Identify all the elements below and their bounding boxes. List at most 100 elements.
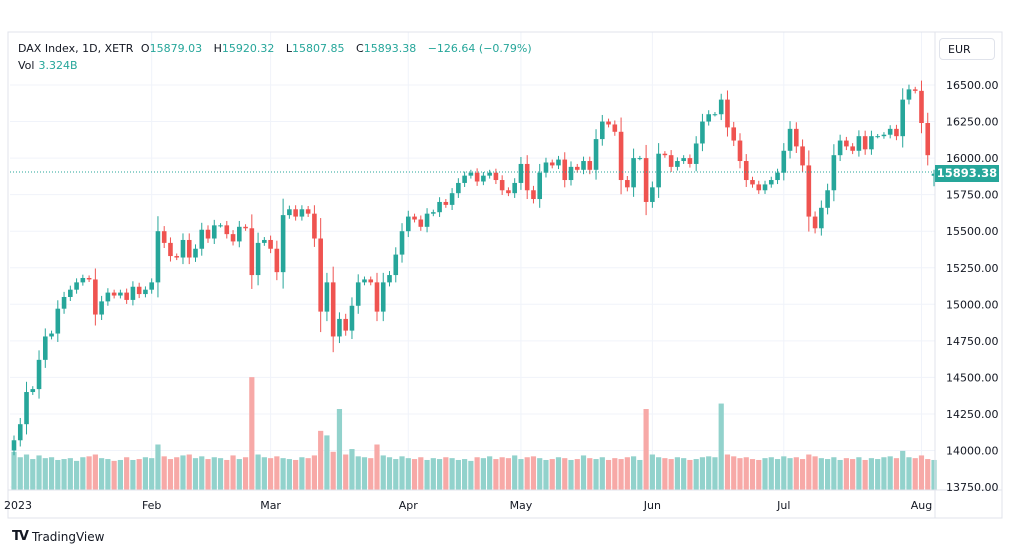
candle-body	[405, 216, 411, 232]
candle-body	[800, 146, 805, 166]
open-value: 15879.03	[149, 42, 203, 55]
candle-body	[305, 209, 311, 214]
candle-body	[599, 121, 605, 140]
price-tick-label: 14250.00	[946, 408, 999, 421]
volume-bar	[787, 458, 793, 490]
candle-body	[481, 175, 486, 182]
volume-bar	[330, 451, 336, 490]
candle-body	[693, 143, 699, 164]
volume-bar	[530, 456, 537, 490]
volume-bar	[67, 458, 73, 490]
volume-label: Vol	[18, 59, 35, 72]
volume-bar	[211, 457, 217, 490]
volume-bar	[706, 456, 712, 490]
volume-bar	[73, 460, 80, 490]
volume-bar	[180, 455, 186, 490]
candle-body	[418, 219, 424, 227]
candle-body	[380, 282, 386, 312]
volume-bar	[474, 457, 480, 490]
volume-bar	[862, 459, 868, 490]
grid	[10, 32, 935, 490]
candle-body	[431, 212, 436, 214]
high-value: 15920.32	[221, 42, 275, 55]
volume-bar	[236, 459, 242, 490]
candle-body	[794, 128, 799, 147]
volume-bar	[906, 457, 912, 490]
symbol-title[interactable]: DAX Index, 1D, XETR	[18, 42, 134, 55]
candle-body	[687, 158, 693, 164]
volume-bar	[280, 458, 286, 490]
candle-body	[443, 201, 449, 205]
candle-body	[255, 242, 261, 276]
candle-body	[193, 248, 198, 258]
price-tick-label: 14500.00	[946, 371, 999, 384]
candle-body	[293, 209, 298, 217]
candle-body	[437, 201, 442, 213]
change-value: −126.64 (−0.79%)	[427, 42, 532, 55]
volume-bar	[881, 457, 887, 490]
volume-bar	[774, 459, 781, 490]
price-tick-label: 14750.00	[946, 335, 999, 348]
candle-body	[474, 172, 480, 182]
volume-bar	[925, 459, 931, 490]
volume-bar	[499, 457, 505, 490]
price-tick-label: 15500.00	[946, 225, 999, 238]
volume-bar	[436, 459, 443, 490]
candle-body	[343, 318, 349, 331]
volume-bar	[36, 455, 42, 490]
volume-bar	[731, 456, 737, 490]
candle-body	[93, 279, 98, 315]
volume-bar	[781, 456, 787, 490]
volume-bar	[161, 456, 167, 490]
price-axis[interactable]: 16500.00 16250.00 16000.00 15750.00 15500.00…	[946, 79, 999, 494]
candle-body	[681, 158, 686, 162]
volume-bar	[593, 459, 599, 490]
volume-bar	[856, 457, 862, 490]
volume-bar	[249, 377, 255, 490]
currency-button[interactable]: EUR	[939, 38, 995, 60]
volume-bar	[493, 459, 499, 490]
volume-bar	[643, 409, 649, 490]
candle-body	[493, 172, 499, 181]
candle-body	[750, 180, 755, 185]
volume-bar	[305, 458, 311, 490]
candle-body	[180, 239, 186, 258]
candle-body	[668, 155, 674, 167]
candle-body	[99, 301, 104, 315]
volume-bars	[11, 377, 937, 490]
price-tick-label: 15250.00	[946, 262, 999, 275]
candle-body	[218, 225, 223, 227]
volume-bar	[274, 456, 280, 490]
time-tick-label: Feb	[142, 499, 161, 512]
volume-bar	[793, 457, 799, 490]
volume-bar	[30, 459, 36, 490]
volume-bar	[124, 457, 130, 490]
volume-bar	[155, 444, 161, 490]
volume-bar	[311, 455, 318, 490]
tradingview-brand[interactable]: TV TradingView	[12, 529, 104, 544]
candle-body	[61, 296, 67, 309]
candle-body	[543, 162, 549, 173]
candle-body	[862, 136, 868, 150]
volume-bar	[105, 459, 111, 490]
volume-bar	[549, 459, 555, 490]
candle-body	[662, 153, 668, 156]
candle-body	[449, 193, 455, 205]
candle-body	[900, 99, 906, 137]
candle-body	[368, 279, 374, 283]
volume-bar	[681, 458, 687, 490]
candle-body	[262, 239, 267, 243]
candle-body	[837, 140, 843, 156]
volume-bar	[868, 458, 875, 490]
candle-body	[143, 289, 148, 295]
candle-body	[149, 282, 154, 290]
close-value: 15893.38	[363, 42, 417, 55]
candle-body	[706, 114, 711, 122]
candle-body	[499, 180, 505, 191]
time-axis[interactable]: 2023 Feb Mar Apr May Jun Jul Aug	[4, 499, 932, 512]
candle-body	[506, 190, 511, 194]
candle-body	[875, 136, 880, 138]
candle-body	[606, 121, 611, 125]
